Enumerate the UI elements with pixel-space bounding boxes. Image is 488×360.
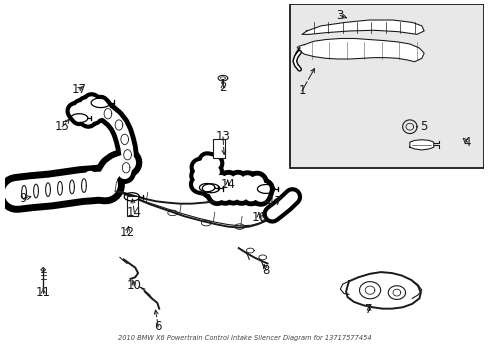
Text: 14: 14 (126, 206, 142, 219)
Text: 14: 14 (220, 178, 235, 192)
Text: 6: 6 (154, 320, 162, 333)
Text: 9: 9 (20, 192, 27, 205)
Text: 15: 15 (55, 120, 70, 133)
Text: 2010 BMW X6 Powertrain Control Intake Silencer Diagram for 13717577454: 2010 BMW X6 Powertrain Control Intake Si… (118, 336, 370, 342)
Polygon shape (409, 140, 433, 150)
Text: 16: 16 (251, 211, 266, 224)
Text: 8: 8 (262, 264, 269, 277)
Polygon shape (346, 272, 420, 309)
Text: 7: 7 (365, 303, 372, 316)
Text: 2: 2 (219, 81, 226, 94)
Bar (213, 139, 225, 158)
Text: 10: 10 (126, 279, 142, 292)
Text: 4: 4 (463, 136, 470, 149)
Polygon shape (302, 20, 424, 34)
Text: 11: 11 (36, 286, 51, 299)
Bar (127, 196, 137, 216)
Text: 1: 1 (298, 84, 305, 97)
Text: 17: 17 (267, 195, 283, 208)
Polygon shape (297, 39, 424, 62)
Polygon shape (105, 188, 275, 228)
Text: 12: 12 (120, 226, 134, 239)
Text: 13: 13 (215, 130, 230, 144)
Text: 17: 17 (72, 82, 86, 96)
Bar (289, 4, 483, 168)
Text: 3: 3 (336, 9, 344, 22)
Text: 5: 5 (420, 120, 427, 133)
